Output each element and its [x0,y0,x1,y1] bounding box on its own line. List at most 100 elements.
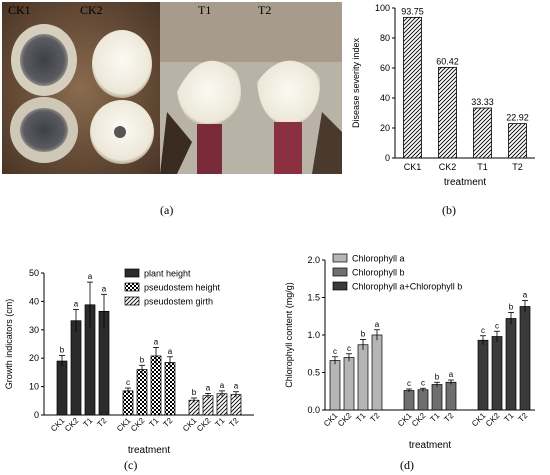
y-tick-label: 0 [385,153,390,163]
x-tick-label: T1 [81,416,94,429]
banana-corm-photo [2,2,342,174]
bar [403,390,415,411]
x-tick-label: T2 [442,411,455,424]
legend-label: Chlorophyll b [352,268,405,278]
x-tick-label: CK1 [322,411,340,429]
bar [343,357,355,411]
y-axis-label: Chlorophyll content (mg/g) [284,282,294,388]
significance-letter: c [126,378,130,387]
bar [477,339,489,411]
significance-letter: a [523,291,528,300]
x-axis-label: treatment [128,445,170,455]
x-tick-label: CK2 [129,416,147,434]
bar [491,336,503,411]
x-tick-label: T1 [477,162,488,172]
x-tick-label: T1 [147,416,160,429]
x-tick-label: T2 [161,416,174,429]
y-tick-label: 10 [29,382,39,392]
legend-label: pseudostem girth [144,297,213,307]
y-tick-label: 60 [380,63,390,73]
significance-letter: c [421,378,425,387]
x-tick-label: CK2 [63,416,81,434]
legend-swatch [124,296,140,306]
y-tick-label: 40 [380,93,390,103]
legend-swatch [332,267,348,277]
bar [136,369,148,416]
bar [505,318,517,411]
significance-letter: c [347,344,351,353]
x-tick-label: T1 [354,411,367,424]
x-tick-label: CK2 [484,411,502,429]
significance-letter: a [102,284,107,293]
x-tick-label: CK1 [396,411,414,429]
x-axis-label: treatment [409,440,451,451]
significance-letter: a [74,299,79,308]
significance-letter: a [449,370,454,379]
growth-indicators-chart: 0 10 20 30 40 50 Growth indicators (cm) b CK1 a CK… [4,268,254,455]
y-tick-label: 2.0 [307,255,320,265]
x-tick-label: CK2 [195,416,213,434]
bar [417,389,429,411]
y-tick-label: 0.0 [307,405,320,415]
x-tick-label: T1 [428,411,441,424]
y-tick-label: 1.0 [307,330,320,340]
bar [150,355,162,416]
significance-letter: b [361,330,366,339]
significance-letter: a [375,320,380,329]
significance-letter: c [333,347,337,356]
data-label: 93.75 [401,6,424,16]
x-tick-label: CK1 [115,416,133,434]
bar [122,390,134,416]
bar [431,384,443,411]
bar [357,344,369,411]
significance-letter: a [88,272,93,281]
legend-label: Chlorophyll a+Chlorophyll b [352,282,462,292]
disease-severity-chart: 0 20 40 60 80 100 Disease severity index 93.75 C… [351,3,535,188]
legend-label: Chlorophyll a [352,254,405,264]
y-tick-label: 20 [29,353,39,363]
x-axis-label: treatment [444,177,486,188]
bar [56,360,68,416]
significance-letter: c [495,321,499,330]
photo-panel: CK1 CK2 T1 T2 [0,0,345,200]
x-tick-label: T2 [368,411,381,424]
y-tick-label: 50 [29,268,39,278]
x-tick-label: T2 [512,162,523,172]
x-tick-label: CK1 [404,162,422,172]
legend-swatch [124,282,140,292]
x-tick-label: CK2 [410,411,428,429]
bar [508,123,527,159]
legend-label: plant height [144,269,191,279]
significance-letter: c [407,379,411,388]
x-tick-label: CK2 [439,162,457,172]
y-tick-label: 40 [29,296,39,306]
x-tick-label: T1 [502,411,515,424]
bar [216,393,228,416]
bar [403,16,422,159]
x-tick-label: CK1 [49,416,67,434]
photo-label-t1: T1 [198,3,212,17]
significance-letter: b [60,345,65,354]
significance-letter: a [168,347,173,356]
significance-letter: b [435,372,440,381]
x-tick-label: T2 [516,411,529,424]
data-label: 22.92 [506,113,529,123]
panel-label-a: (a) [160,203,174,217]
chlorophyll-content-chart: 0.0 0.5 1.0 1.5 2.0 Chlorophyll content (mg/g… [284,254,535,451]
y-axis-label: Growth indicators (cm) [4,299,14,390]
significance-letter: b [140,355,145,364]
y-axis-label: Disease severity index [351,37,361,128]
legend-swatch [124,268,140,278]
photo-label-ck1: CK1 [8,3,31,17]
panel-label-c: (c) [124,458,138,472]
panel-label-d: (d) [400,458,414,472]
significance-letter: b [192,388,197,397]
significance-letter: a [206,383,211,392]
legend-swatch [332,281,348,291]
x-tick-label: CK1 [181,416,199,434]
bar [371,334,383,411]
x-tick-label: T2 [95,416,108,429]
bar [202,395,214,416]
y-tick-label: 0.5 [307,368,320,378]
significance-letter: a [220,381,225,390]
